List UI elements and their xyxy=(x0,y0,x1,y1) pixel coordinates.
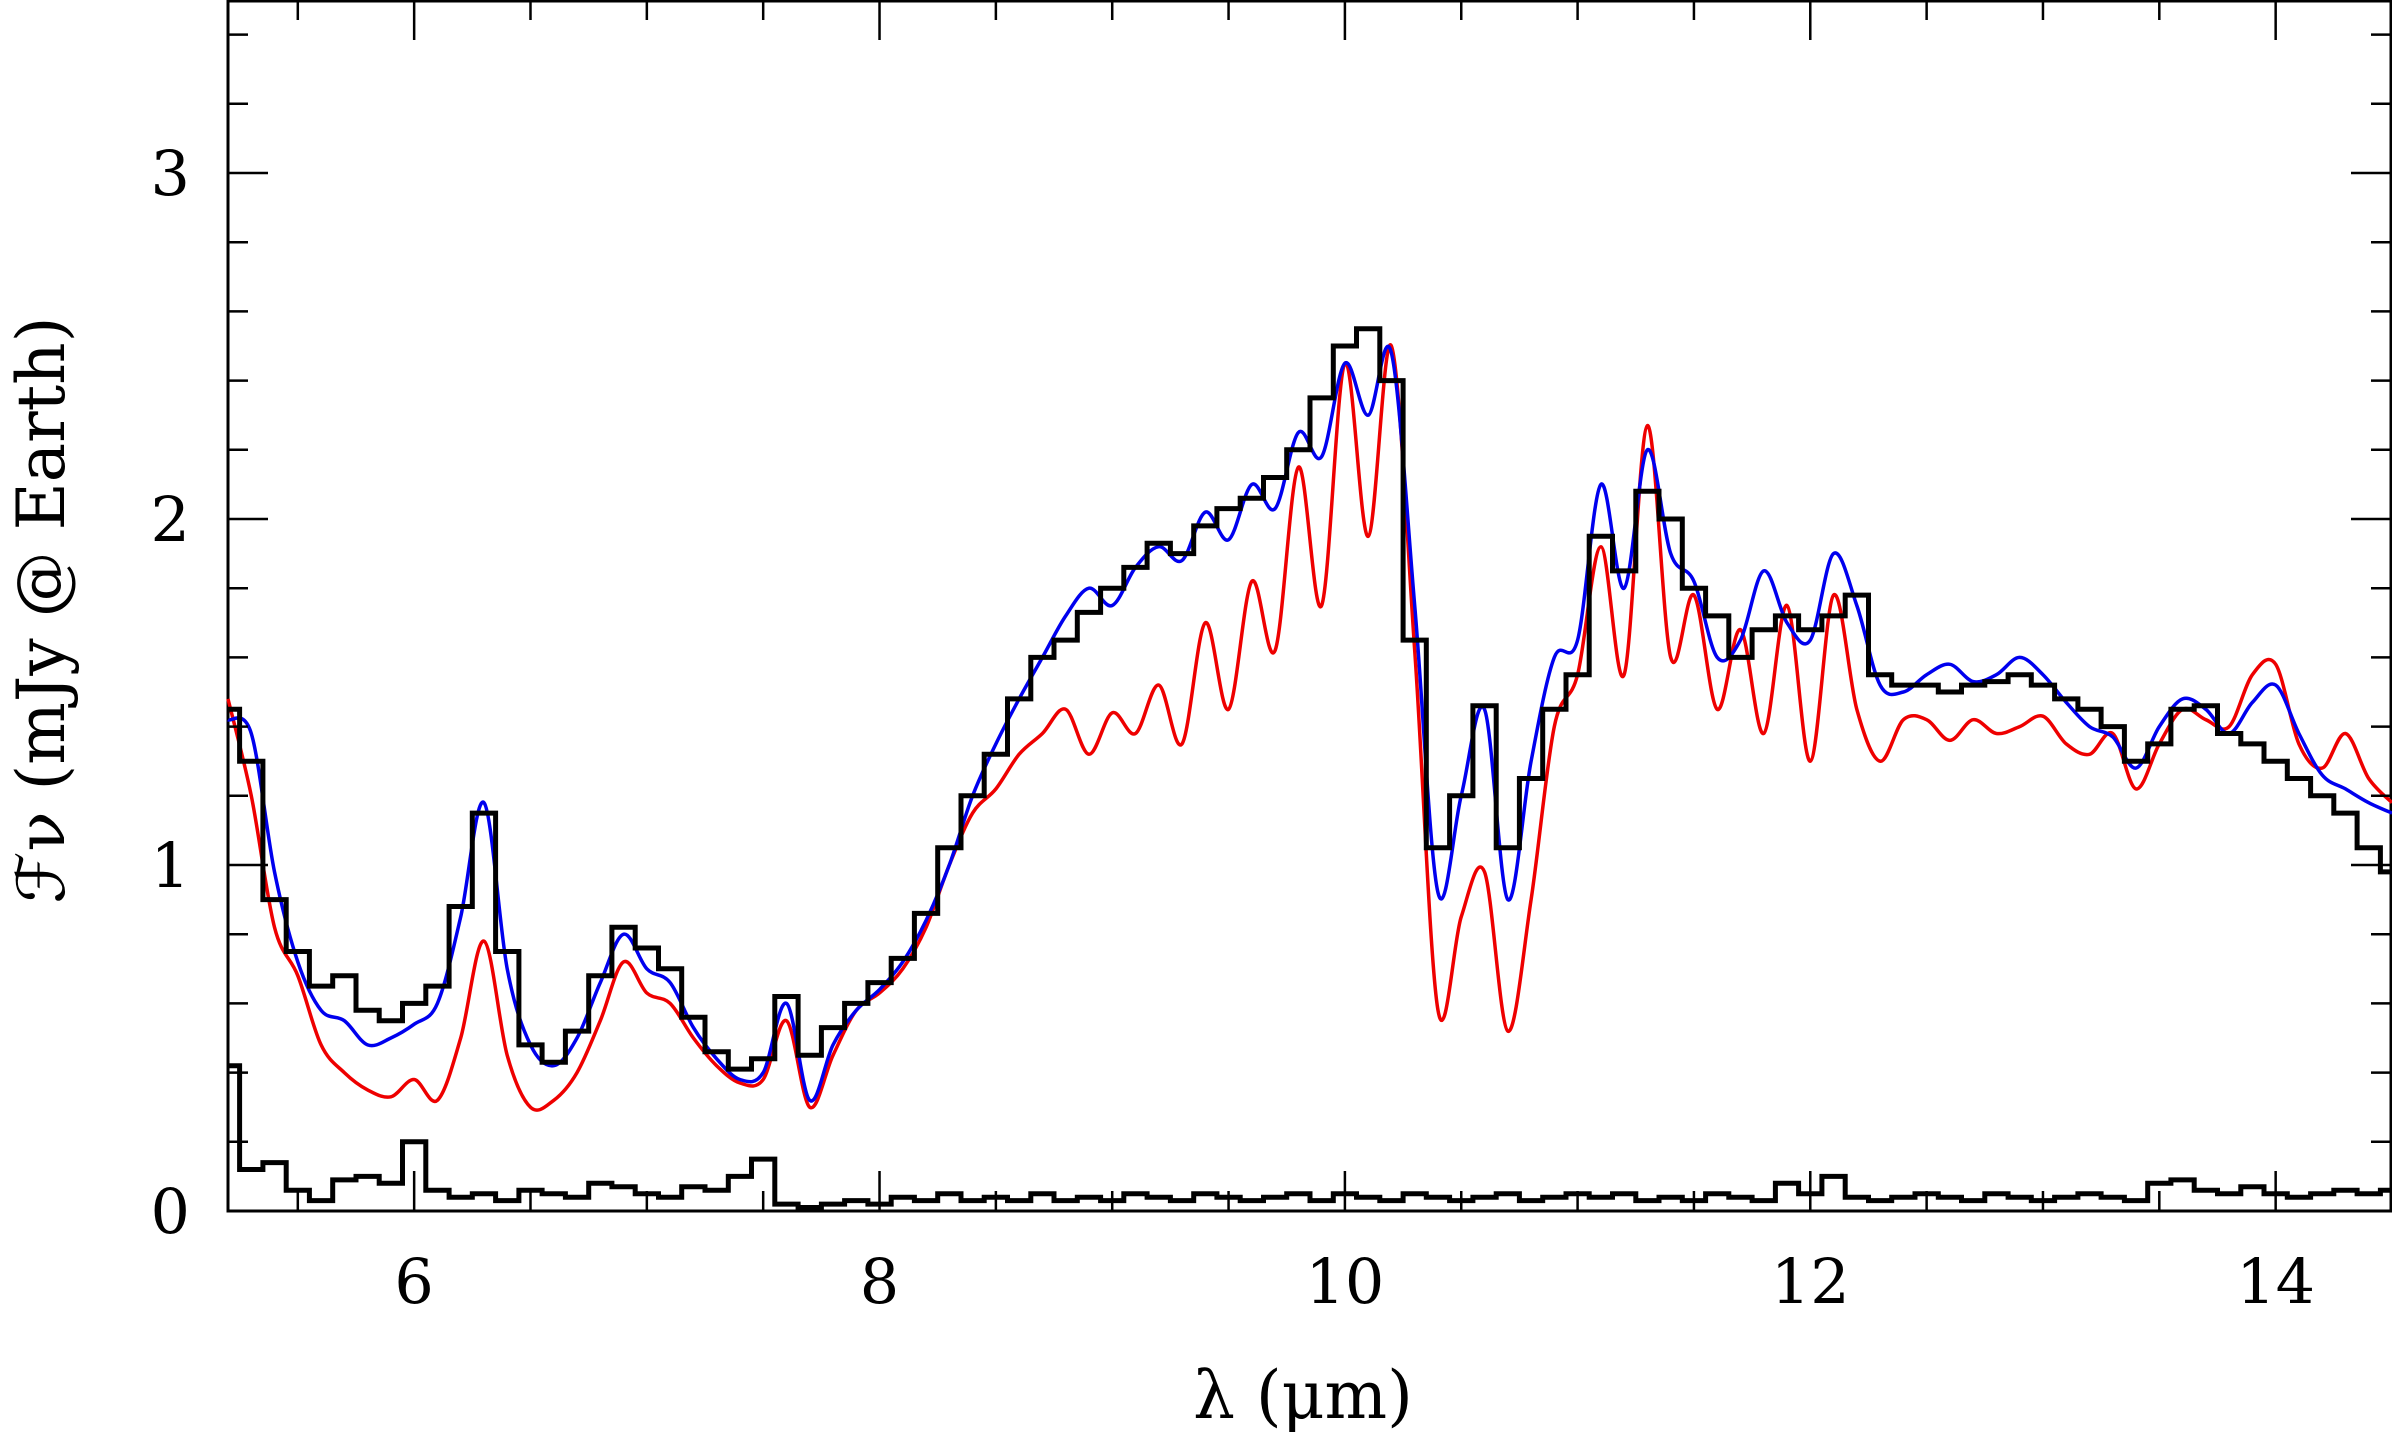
x-tick-label: 10 xyxy=(1305,1245,1384,1318)
x-tick-label: 8 xyxy=(860,1245,899,1318)
y-tick-label: 0 xyxy=(151,1175,190,1248)
x-tick-label: 12 xyxy=(1771,1245,1850,1318)
series-group xyxy=(226,326,2392,1210)
y-tick-label: 3 xyxy=(151,137,190,210)
x-axis-label: λ (μm) xyxy=(1193,1357,1413,1434)
observed-spectrum-line xyxy=(228,326,2392,1072)
model-red-line xyxy=(226,343,2392,1112)
uncertainty-line xyxy=(228,1063,2392,1210)
x-tick-label: 14 xyxy=(2236,1245,2315,1318)
y-axis-label: ℱν (mJy @ Earth) xyxy=(3,317,80,904)
model-blue-line xyxy=(227,344,2392,1103)
plot-frame xyxy=(226,0,2392,1213)
y-tick-label: 1 xyxy=(151,829,190,902)
x-tick-label: 6 xyxy=(394,1245,433,1318)
y-tick-label: 2 xyxy=(151,483,190,556)
plot-frame-group xyxy=(226,0,2392,1213)
